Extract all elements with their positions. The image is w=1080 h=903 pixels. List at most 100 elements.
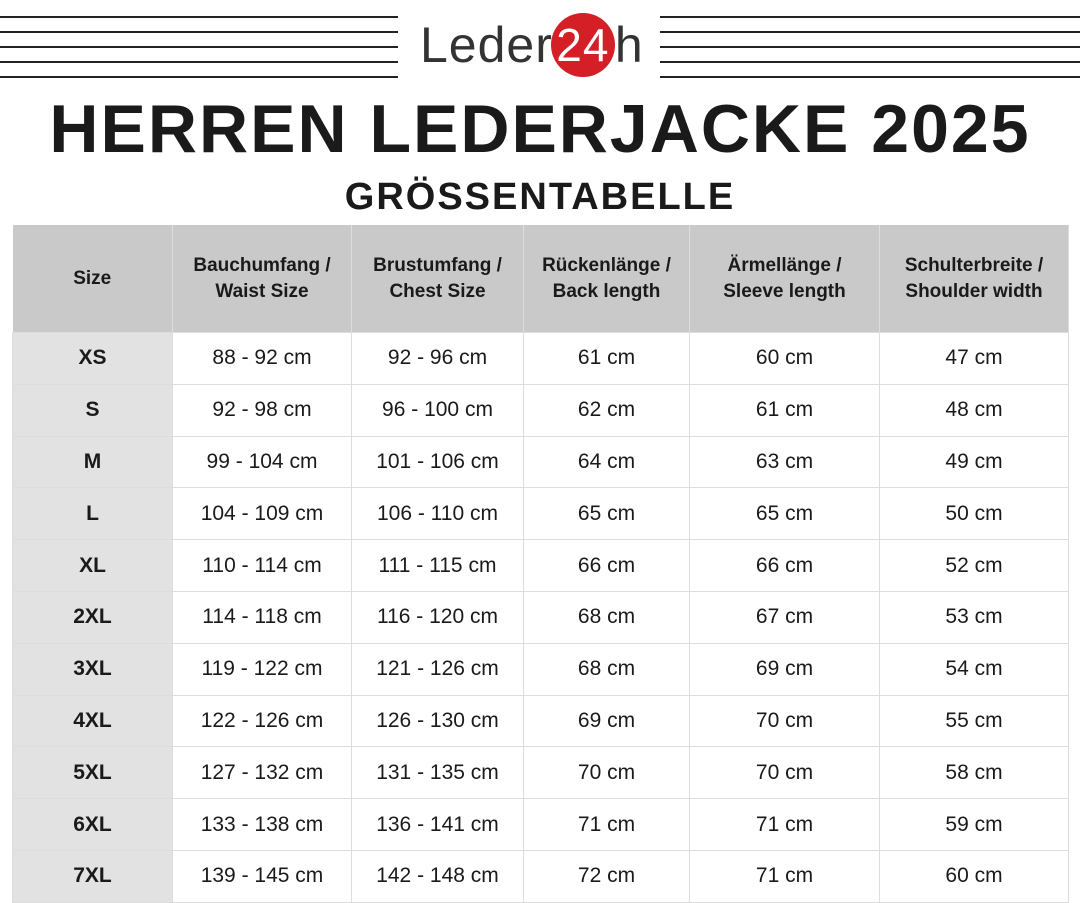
table-cell: 71 cm <box>689 798 880 851</box>
size-cell: L <box>12 487 173 541</box>
table-cell: 67 cm <box>689 590 880 644</box>
table-row: 4XL 122 - 126 cm 126 - 130 cm 69 cm 70 cm 55 … <box>12 694 1069 748</box>
decor-lines <box>660 16 1080 82</box>
header-line: Brustumfang / <box>373 254 502 276</box>
table-cell: 119 - 122 cm <box>172 642 352 696</box>
table-cell: 69 cm <box>523 694 690 748</box>
logo-text: Leder <box>420 17 553 73</box>
table-row: 7XL 139 - 145 cm 142 - 148 cm 72 cm 71 cm 60 … <box>12 849 1069 903</box>
table-cell: 48 cm <box>879 383 1069 437</box>
table-cell: 142 - 148 cm <box>351 849 524 903</box>
table-cell: 92 - 98 cm <box>172 383 352 437</box>
header-line: Ärmellänge / <box>727 254 842 276</box>
title: HERREN LEDERJACKE 2025 <box>49 91 1031 167</box>
header-line: Size <box>73 267 112 289</box>
table-cell: 60 cm <box>879 849 1069 903</box>
column-header: Ärmellänge / Sleeve length <box>689 225 880 333</box>
table-cell: 54 cm <box>879 642 1069 696</box>
table-cell: 101 - 106 cm <box>351 435 524 489</box>
table-cell: 69 cm <box>689 642 880 696</box>
table-cell: 104 - 109 cm <box>172 487 352 541</box>
header-line: Sleeve length <box>723 280 846 302</box>
size-cell: 5XL <box>12 746 173 800</box>
header-line: Waist Size <box>215 280 309 302</box>
column-header: Rückenlänge / Back length <box>523 225 690 333</box>
header-line: Chest Size <box>389 280 486 302</box>
table-cell: 66 cm <box>523 539 690 592</box>
table-row: 3XL 119 - 122 cm 121 - 126 cm 68 cm 69 cm 54 … <box>12 642 1069 696</box>
table-cell: 114 - 118 cm <box>172 590 352 644</box>
table-cell: 131 - 135 cm <box>351 746 524 800</box>
size-cell: XL <box>12 539 173 592</box>
size-cell: XS <box>12 332 173 385</box>
size-cell: M <box>12 435 173 489</box>
table-cell: 66 cm <box>689 539 880 592</box>
table-cell: 121 - 126 cm <box>351 642 524 696</box>
table-cell: 61 cm <box>689 383 880 437</box>
column-header: Bauchumfang / Waist Size <box>172 225 352 333</box>
table-cell: 72 cm <box>523 849 690 903</box>
table-cell: 111 - 115 cm <box>351 539 524 592</box>
size-cell: 4XL <box>12 694 173 748</box>
table-row: M 99 - 104 cm 101 - 106 cm 64 cm 63 cm 49 cm <box>12 435 1069 489</box>
table-cell: 71 cm <box>689 849 880 903</box>
header-line: Bauchumfang / <box>193 254 331 276</box>
table-cell: 116 - 120 cm <box>351 590 524 644</box>
header-line: Rückenlänge / <box>542 254 671 276</box>
header-line: Back length <box>552 280 661 302</box>
table-cell: 65 cm <box>689 487 880 541</box>
column-header: Brustumfang / Chest Size <box>351 225 524 333</box>
table-cell: 96 - 100 cm <box>351 383 524 437</box>
table-cell: 50 cm <box>879 487 1069 541</box>
logo-text: h <box>614 17 644 73</box>
table-cell: 110 - 114 cm <box>172 539 352 592</box>
table-cell: 70 cm <box>689 746 880 800</box>
table-cell: 71 cm <box>523 798 690 851</box>
table-cell: 92 - 96 cm <box>351 332 524 385</box>
table-body: XS 88 - 92 cm 92 - 96 cm 61 cm 60 cm 47 cm S 92… <box>12 332 1069 903</box>
size-cell: S <box>12 383 173 437</box>
page: Leder 24 h HERREN LEDERJACKE 2025 GRÖSSE… <box>0 10 1080 903</box>
table-row: 5XL 127 - 132 cm 131 - 135 cm 70 cm 70 cm 58 … <box>12 746 1069 800</box>
column-header: Schulterbreite / Shoulder width <box>879 225 1069 333</box>
table-cell: 126 - 130 cm <box>351 694 524 748</box>
table-cell: 88 - 92 cm <box>172 332 352 385</box>
table-cell: 127 - 132 cm <box>172 746 352 800</box>
table-cell: 60 cm <box>689 332 880 385</box>
table-cell: 136 - 141 cm <box>351 798 524 851</box>
table-row: S 92 - 98 cm 96 - 100 cm 62 cm 61 cm 48 cm <box>12 383 1069 437</box>
size-cell: 2XL <box>12 590 173 644</box>
size-table: Size Bauchumfang / Waist Size Brustumfang /… <box>12 225 1069 903</box>
size-cell: 6XL <box>12 798 173 851</box>
subtitle: GRÖSSENTABELLE <box>344 176 736 218</box>
table-cell: 133 - 138 cm <box>172 798 352 851</box>
header-line: Shoulder width <box>905 280 1043 302</box>
table-cell: 122 - 126 cm <box>172 694 352 748</box>
table-cell: 55 cm <box>879 694 1069 748</box>
table-row: L 104 - 109 cm 106 - 110 cm 65 cm 65 cm 50 cm <box>12 487 1069 541</box>
logo-badge: 24 <box>550 13 615 77</box>
table-cell: 139 - 145 cm <box>172 849 352 903</box>
logo: Leder 24 h <box>420 10 650 80</box>
column-header: Size <box>12 225 173 333</box>
table-cell: 62 cm <box>523 383 690 437</box>
table-cell: 49 cm <box>879 435 1069 489</box>
size-cell: 7XL <box>12 849 173 903</box>
header-row: Size Bauchumfang / Waist Size Brustumfang /… <box>12 225 1069 333</box>
decor-lines <box>0 16 398 82</box>
table-cell: 99 - 104 cm <box>172 435 352 489</box>
table-row: 6XL 133 - 138 cm 136 - 141 cm 71 cm 71 cm 59 … <box>12 798 1069 851</box>
table-cell: 59 cm <box>879 798 1069 851</box>
table-row: 2XL 114 - 118 cm 116 - 120 cm 68 cm 67 cm 53 … <box>12 590 1069 644</box>
table-cell: 47 cm <box>879 332 1069 385</box>
table-cell: 53 cm <box>879 590 1069 644</box>
table-cell: 70 cm <box>523 746 690 800</box>
table-row: XS 88 - 92 cm 92 - 96 cm 61 cm 60 cm 47 cm <box>12 332 1069 385</box>
table-cell: 52 cm <box>879 539 1069 592</box>
header-line: Schulterbreite / <box>904 254 1044 276</box>
table-cell: 68 cm <box>523 590 690 644</box>
table-row: XL 110 - 114 cm 111 - 115 cm 66 cm 66 cm 52 c… <box>12 539 1069 592</box>
table-cell: 61 cm <box>523 332 690 385</box>
table-cell: 106 - 110 cm <box>351 487 524 541</box>
table-cell: 70 cm <box>689 694 880 748</box>
